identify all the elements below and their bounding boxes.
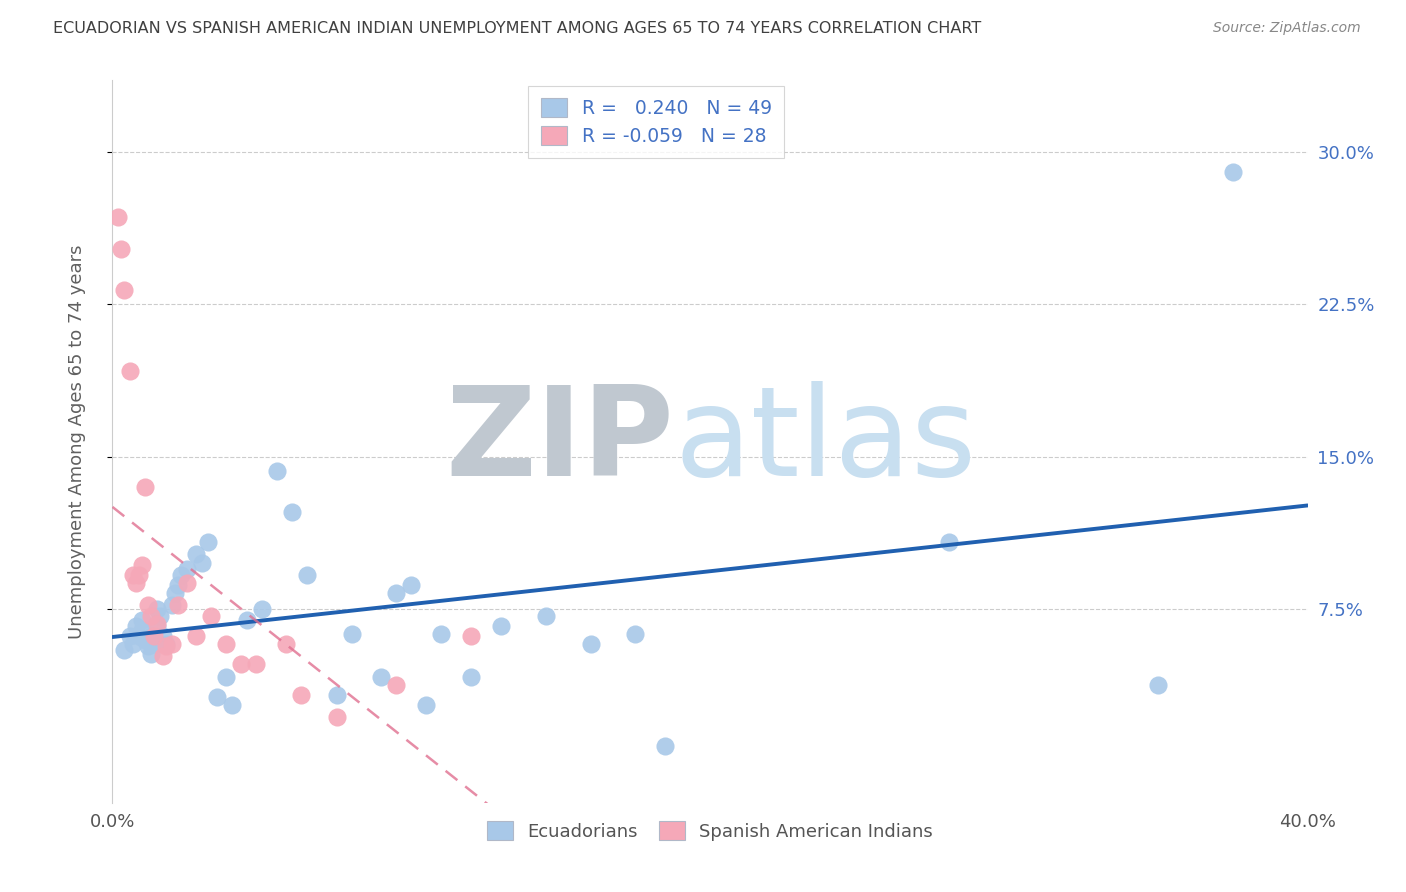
Point [385, 586, 408, 600]
Text: Source: ZipAtlas.com: Source: ZipAtlas.com [1213, 21, 1361, 35]
Text: ZIP: ZIP [446, 381, 675, 502]
Point [146, 602, 169, 616]
Point [125, 576, 148, 591]
Point [114, 643, 135, 657]
Point [134, 480, 156, 494]
Point [274, 637, 297, 651]
Point [128, 567, 150, 582]
Point [938, 535, 960, 549]
Point [162, 637, 183, 651]
Point [1222, 165, 1244, 179]
Point [110, 242, 132, 256]
Point [205, 690, 228, 704]
Point [579, 637, 602, 651]
Point [325, 688, 347, 702]
Point [125, 618, 148, 632]
Point [460, 670, 482, 684]
Point [128, 629, 150, 643]
Point [122, 637, 145, 651]
Point [155, 639, 177, 653]
Point [176, 576, 198, 591]
Point [107, 210, 129, 224]
Point [236, 613, 259, 627]
Point [197, 535, 219, 549]
Point [654, 739, 676, 753]
Point [266, 464, 288, 478]
Point [489, 618, 512, 632]
Legend: Ecuadorians, Spanish American Indians: Ecuadorians, Spanish American Indians [479, 814, 941, 848]
Point [170, 567, 193, 582]
Point [120, 629, 142, 643]
Point [200, 608, 222, 623]
Point [143, 629, 166, 643]
Point [131, 623, 153, 637]
Point [141, 629, 163, 643]
Text: atlas: atlas [675, 381, 976, 502]
Point [167, 599, 190, 613]
Point [146, 616, 169, 631]
Point [215, 637, 238, 651]
Text: ECUADORIAN VS SPANISH AMERICAN INDIAN UNEMPLOYMENT AMONG AGES 65 TO 74 YEARS COR: ECUADORIAN VS SPANISH AMERICAN INDIAN UN… [53, 21, 981, 36]
Point [146, 618, 169, 632]
Point [229, 657, 252, 672]
Point [340, 627, 363, 641]
Point [245, 657, 267, 672]
Point [401, 578, 423, 592]
Point [186, 629, 208, 643]
Point [295, 567, 318, 582]
Point [152, 649, 174, 664]
Point [176, 562, 198, 576]
Point [430, 627, 453, 641]
Point [165, 586, 187, 600]
Point [191, 556, 214, 570]
Point [370, 670, 392, 684]
Point [325, 710, 347, 724]
Point [215, 670, 238, 684]
Point [250, 602, 273, 616]
Point [534, 608, 557, 623]
Point [131, 613, 153, 627]
Point [460, 629, 482, 643]
Point [167, 578, 190, 592]
Point [120, 364, 142, 378]
Point [290, 688, 312, 702]
Point [138, 639, 160, 653]
Y-axis label: Unemployment Among Ages 65 to 74 years: Unemployment Among Ages 65 to 74 years [67, 244, 86, 639]
Point [114, 283, 135, 297]
Point [138, 599, 160, 613]
Point [1147, 678, 1170, 692]
Point [152, 629, 174, 643]
Point [221, 698, 243, 712]
Point [624, 627, 647, 641]
Point [385, 678, 408, 692]
Point [186, 548, 208, 562]
Point [141, 647, 163, 661]
Point [162, 599, 183, 613]
Point [149, 608, 172, 623]
Point [131, 558, 153, 572]
Point [281, 505, 304, 519]
Point [155, 637, 177, 651]
Point [122, 567, 145, 582]
Point [141, 608, 163, 623]
Point [415, 698, 437, 712]
Point [143, 637, 166, 651]
Point [134, 632, 156, 647]
